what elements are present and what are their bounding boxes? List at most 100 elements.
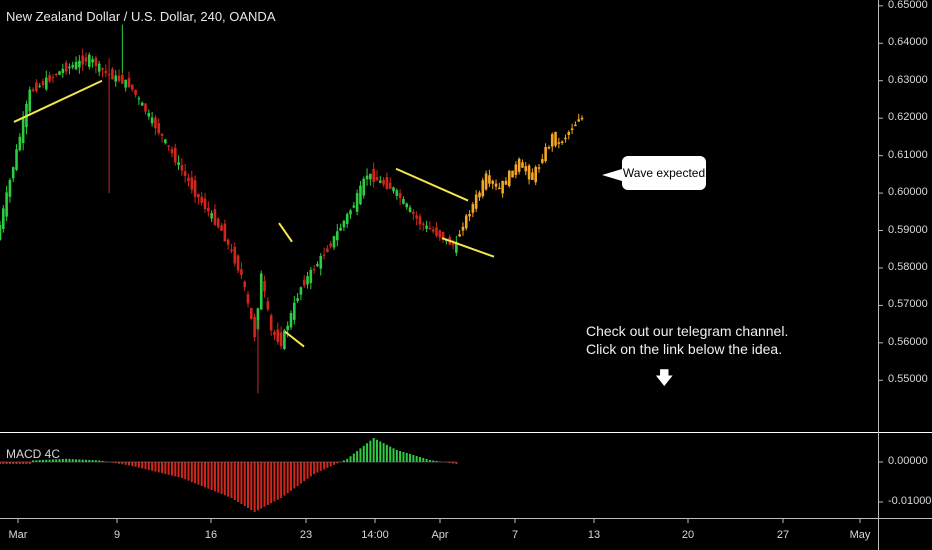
candle-body [306, 276, 309, 285]
candle-body [259, 273, 263, 310]
candle-body [359, 185, 362, 205]
candle-body [187, 177, 190, 182]
candle-body [412, 211, 415, 214]
candle-body [345, 214, 349, 225]
candle-body [425, 225, 428, 229]
projected-candle [464, 215, 468, 229]
time-tick-label: Apr [431, 529, 449, 541]
down-arrow-icon: 🡇 [655, 368, 674, 388]
candle-body [207, 207, 210, 212]
price-tick-label: 0.64000 [888, 36, 928, 49]
candle-body [299, 287, 303, 295]
candle-body [160, 133, 164, 136]
candle-body [87, 54, 91, 67]
projected-candle [481, 180, 485, 197]
candle-body [220, 225, 223, 231]
projected-candle [498, 187, 501, 190]
candle-body [355, 193, 359, 212]
candle-body [190, 177, 194, 190]
candle-body [243, 281, 247, 288]
candle-body [197, 193, 200, 198]
candle-body [5, 192, 8, 217]
callout-text: Wave expected [622, 166, 706, 180]
candle-body [365, 175, 369, 180]
candle-body [164, 139, 167, 144]
candle-body [101, 68, 104, 70]
candle-body [273, 331, 276, 336]
time-tick-label: 27 [776, 529, 790, 541]
projected-candle [544, 146, 547, 162]
candle-body [157, 123, 161, 134]
candle-body [395, 190, 399, 196]
candle-body [240, 269, 243, 275]
time-tick-label: 16 [204, 529, 218, 541]
projected-candle [517, 158, 521, 172]
candle-body [392, 187, 395, 192]
candle-body [385, 176, 389, 189]
indicator-label: MACD 4C [6, 447, 61, 461]
projected-candle [577, 119, 580, 122]
candle-body [402, 198, 405, 204]
candle-body [362, 178, 366, 196]
projected-candle [471, 204, 475, 213]
projected-candle [560, 141, 564, 143]
candle-body [418, 216, 422, 225]
candle-body [114, 75, 118, 82]
time-tick-label: 14:00 [361, 529, 389, 541]
projected-candle [514, 164, 518, 175]
candle-body [428, 227, 432, 230]
candle-body [121, 74, 124, 84]
projected-candle [554, 131, 557, 146]
candle-body [21, 118, 25, 144]
candle-body [342, 220, 346, 228]
candle-body [61, 68, 65, 74]
candle-body [408, 207, 412, 212]
candle-body [91, 59, 94, 63]
candle-body [246, 294, 250, 304]
time-tick-label: 20 [681, 529, 695, 541]
candle-body [183, 171, 187, 176]
candle-body [441, 232, 445, 240]
candle-body [74, 61, 78, 70]
candle-body [276, 329, 280, 342]
price-tick-label: 0.60000 [888, 186, 928, 199]
candle-body [405, 203, 409, 208]
candle-body [38, 85, 41, 87]
candle-body [269, 315, 273, 331]
price-tick-label: 0.61000 [888, 148, 928, 161]
candle-body [226, 239, 230, 245]
projected-candle [550, 134, 554, 147]
candle-body [200, 196, 204, 203]
candle-body [8, 180, 12, 197]
price-tick-label: 0.59000 [888, 223, 928, 236]
projected-candle [574, 124, 577, 127]
price-tick-label: 0.56000 [888, 335, 928, 348]
candle-body [167, 145, 170, 147]
candle-body [84, 57, 88, 62]
candle-body [382, 179, 385, 185]
time-tick-label: 23 [299, 529, 313, 541]
candle-body [302, 279, 306, 286]
trendline [441, 237, 495, 258]
candle-body [124, 79, 127, 88]
projected-candle [547, 147, 551, 149]
candle-body [111, 68, 114, 80]
projected-candle [488, 175, 491, 184]
note-line-2: Click on the link below the idea. [586, 341, 783, 357]
wave-expected-callout: Wave expected [602, 156, 706, 190]
projected-candle [541, 159, 544, 163]
candle-body [147, 113, 151, 117]
candle-body [233, 246, 237, 264]
candle-body [54, 73, 58, 76]
time-tick-label: May [849, 529, 871, 541]
chart-title: New Zealand Dollar / U.S. Dollar, 240, O… [6, 9, 276, 24]
candle-body [94, 57, 98, 67]
candle-body [375, 177, 379, 181]
projected-candle [504, 180, 508, 185]
macd-tick-label: -0.01000 [888, 495, 932, 507]
projected-candle [564, 137, 567, 140]
candle-body [326, 248, 329, 252]
candle-body [369, 173, 372, 180]
candle-body [117, 75, 121, 81]
candle-body [319, 255, 323, 269]
